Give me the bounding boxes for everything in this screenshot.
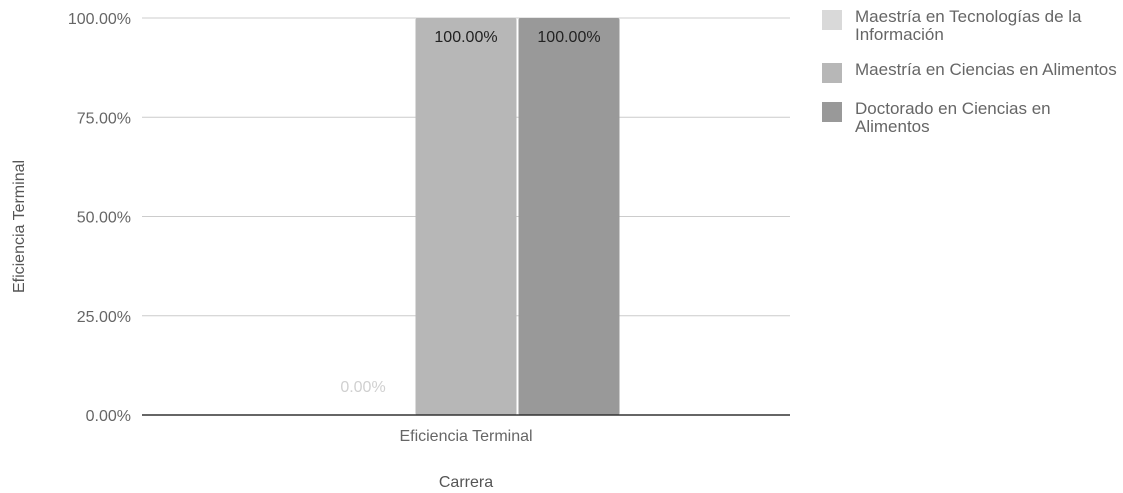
legend-item-maestria-alimentos[interactable]: Maestría en Ciencias en Alimentos <box>822 61 1122 83</box>
chart-legend: Maestría en Tecnologías de la Informació… <box>822 8 1122 153</box>
y-tick-label: 50.00% <box>77 210 131 227</box>
legend-label-maestria-alimentos: Maestría en Ciencias en Alimentos <box>855 60 1117 79</box>
data-label: 0.00% <box>340 379 385 396</box>
x-axis-title: Carrera <box>439 474 493 491</box>
y-tick-label: 75.00% <box>77 110 131 127</box>
x-tick-label: Eficiencia Terminal <box>399 428 532 445</box>
legend-swatch-maestria-tecnologias <box>822 10 842 30</box>
y-tick-label: 100.00% <box>68 11 131 28</box>
data-label: 100.00% <box>537 29 600 46</box>
legend-label-doctorado-alimentos: Doctorado en Ciencias en Alimentos <box>855 99 1051 136</box>
legend-label-maestria-tecnologias: Maestría en Tecnologías de la Informació… <box>855 7 1082 44</box>
legend-swatch-doctorado-alimentos <box>822 102 842 122</box>
bar <box>415 18 517 415</box>
legend-item-maestria-tecnologias[interactable]: Maestría en Tecnologías de la Informació… <box>822 8 1122 44</box>
bar <box>518 18 620 415</box>
y-tick-label: 25.00% <box>77 309 131 326</box>
y-axis-title: Eficiencia Terminal <box>11 160 28 293</box>
y-tick-label: 0.00% <box>86 408 131 425</box>
legend-swatch-maestria-alimentos <box>822 63 842 83</box>
data-label: 100.00% <box>434 29 497 46</box>
legend-item-doctorado-alimentos[interactable]: Doctorado en Ciencias en Alimentos <box>822 100 1122 136</box>
